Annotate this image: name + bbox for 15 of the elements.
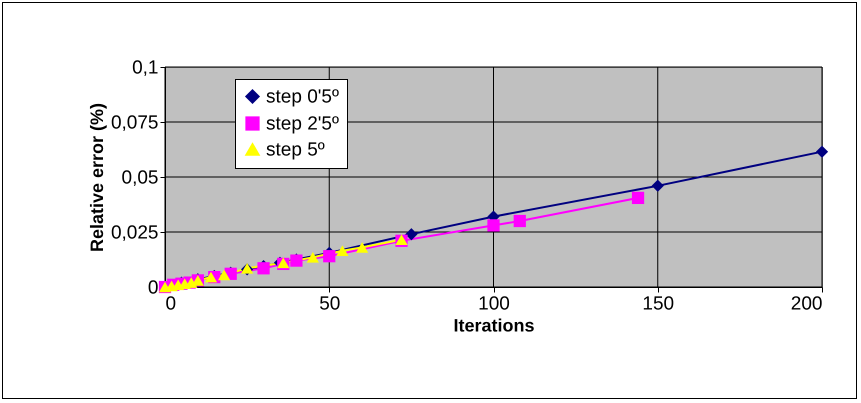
y-tick-label: 0,1: [132, 58, 158, 78]
y-tick-label: 0,075: [110, 112, 158, 134]
legend-label: step 2'5º: [266, 114, 339, 134]
x-axis-title: Iterations: [453, 316, 535, 336]
legend-label: step 0'5º: [266, 86, 339, 108]
x-tick-label: 100: [478, 294, 510, 314]
legend-label: step 5º: [266, 140, 325, 160]
y-tick-label: 0: [148, 278, 158, 298]
y-axis-title: Relative error (%): [86, 102, 107, 252]
x-tick-label: 200: [790, 294, 822, 314]
x-tick-label: 0: [166, 294, 176, 314]
x-tick-label: 50: [319, 294, 340, 314]
y-tick-label: 0,05: [122, 168, 158, 188]
y-tick-label: 0,025: [110, 222, 158, 244]
x-tick-label: 150: [642, 294, 674, 314]
